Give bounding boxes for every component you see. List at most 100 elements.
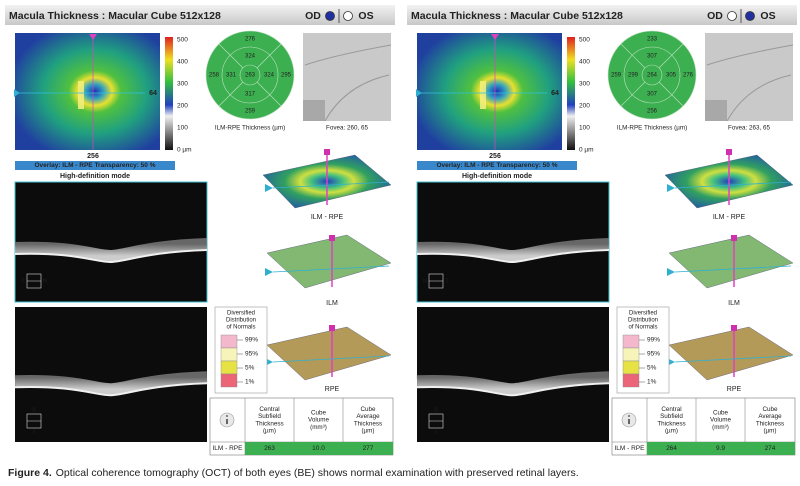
etdrs-ring — [641, 64, 663, 86]
map-label: 256 — [489, 153, 501, 160]
eye-indicator — [727, 11, 737, 21]
table-header: Volume — [308, 417, 330, 424]
retina-layer — [416, 238, 610, 263]
table-header: (µm) — [361, 427, 374, 434]
scale-label: 0 µm — [177, 147, 192, 154]
table-header: Cube — [762, 406, 778, 413]
scan-marker — [731, 325, 737, 331]
legend-item: 5% — [647, 365, 657, 372]
scan-line — [674, 181, 792, 189]
table-header: Average — [356, 413, 380, 420]
scan-line — [674, 355, 792, 363]
surface-label: ILM — [728, 300, 740, 307]
grid-value: 324 — [245, 54, 256, 60]
info-icon — [628, 419, 630, 424]
fovea-label: Fovea: 260, 65 — [326, 125, 369, 132]
color-bar — [567, 37, 575, 150]
table-value: 277 — [363, 445, 374, 452]
grid-value: 259 — [611, 73, 622, 79]
table-value: 264 — [666, 445, 677, 452]
scale-label: 500 — [579, 37, 590, 44]
etdrs-ring — [623, 46, 681, 104]
eye-indicator — [745, 11, 755, 21]
thickness-map — [15, 33, 160, 150]
scan-marker — [89, 34, 97, 40]
overlay-label: Overlay: ILM - RPE Transparency: 50 % — [34, 162, 155, 169]
table-value: 274 — [765, 445, 776, 452]
info-icon — [226, 419, 228, 424]
table-header: Cube — [713, 409, 729, 416]
surface-map — [266, 326, 392, 381]
table-value: ILM - RPE — [615, 445, 646, 452]
grid-value: 331 — [226, 73, 237, 79]
scale-label: 300 — [579, 81, 590, 88]
fundus-shadow — [303, 100, 325, 121]
etdrs-ring — [620, 43, 646, 69]
table-value: ILM - RPE — [213, 445, 244, 452]
caption-label: Figure 4. — [8, 467, 52, 479]
table-header: Thickness — [756, 420, 784, 427]
grid-value: 264 — [647, 73, 658, 79]
scan-marker — [731, 235, 737, 241]
grid-value: 276 — [683, 73, 694, 79]
orientation-label: T — [445, 278, 449, 284]
eye-label: OD — [305, 10, 321, 22]
overlay-bar — [417, 161, 577, 170]
legend-title: Diversified — [227, 311, 255, 317]
orientation-label: I — [33, 429, 35, 435]
grid-value: 324 — [264, 73, 275, 79]
etdrs-ring — [256, 81, 282, 107]
table-header: (mm³) — [712, 424, 729, 431]
table-cell — [343, 442, 393, 455]
surface-label: RPE — [325, 386, 340, 393]
table-header: Subfield — [660, 413, 683, 420]
table-header: Central — [661, 406, 681, 413]
grid-value: 305 — [666, 73, 677, 79]
retina-layer — [14, 371, 208, 396]
overlay-bar — [15, 161, 175, 170]
legend-item: 1% — [647, 379, 657, 386]
table-header: (µm) — [263, 427, 276, 434]
table-header: Thickness — [657, 420, 685, 427]
header-bar — [5, 5, 395, 25]
orientation-label: N — [43, 278, 47, 284]
etdrs-ring — [658, 81, 684, 107]
surface-label: ILM — [326, 300, 338, 307]
grid-value: 263 — [245, 73, 256, 79]
retina-layer — [416, 371, 610, 396]
scan-marker — [329, 235, 335, 241]
map-label: 64 — [551, 90, 559, 97]
scale-label: 0 µm — [579, 147, 594, 154]
scale-label: 100 — [177, 125, 188, 132]
etdrs-ring — [658, 43, 684, 69]
grid-caption: ILM-RPE Thickness (µm) — [215, 125, 285, 132]
legend-item: 99% — [647, 337, 660, 344]
table-cell — [294, 442, 343, 455]
table-header: Thickness — [255, 420, 283, 427]
grid-value: 233 — [647, 37, 658, 43]
eye-indicator — [343, 11, 353, 21]
orientation-label: S — [32, 407, 36, 413]
table-header: Volume — [710, 417, 732, 424]
table-header: Average — [758, 413, 782, 420]
orientation-label: T — [21, 278, 25, 284]
surface-label: ILM - RPE — [311, 214, 344, 221]
scan-marker — [726, 149, 732, 155]
etdrs-ring — [239, 64, 261, 86]
legend-item: 95% — [245, 351, 258, 358]
grid-value: 256 — [647, 109, 658, 115]
legend-swatch — [622, 334, 640, 349]
scan-marker — [329, 325, 335, 331]
caption: Figure 4. Optical coherence tomography (O… — [8, 467, 579, 479]
etdrs-ring — [221, 46, 279, 104]
surface-map — [668, 326, 794, 381]
table-cell — [647, 442, 696, 455]
grid-caption: ILM-RPE Thickness (µm) — [617, 125, 687, 132]
map-artifact — [78, 81, 84, 109]
scan-marker — [667, 268, 675, 276]
scan-marker — [491, 34, 499, 40]
scan-line — [272, 265, 390, 273]
thickness-map — [417, 33, 562, 150]
legend-title: Diversified — [629, 311, 657, 317]
info-icon — [226, 415, 228, 417]
